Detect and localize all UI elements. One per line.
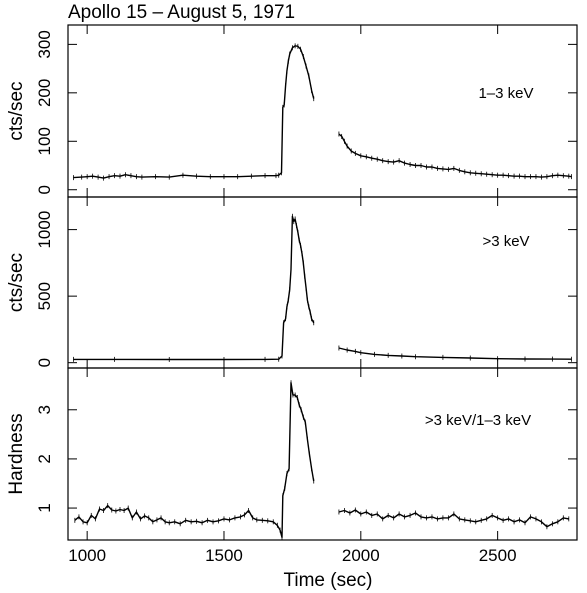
y-tick-label-ratio-3: 3: [35, 405, 54, 414]
y-tick-label-soft-200: 200: [35, 79, 54, 107]
y-tick-label-ratio-1: 1: [35, 503, 54, 512]
y-tick-label-soft-300: 300: [35, 30, 54, 58]
series-hard-pre-gap: [73, 215, 315, 361]
series-soft-pre-gap: [73, 45, 315, 179]
series-ratio-pre-gap: [74, 382, 315, 539]
panel-ratio: 1 2 3 1000 1500 2000 2500 Hardness >3 keV/1–3 ke…: [6, 367, 578, 565]
panel-frame-soft: [67, 24, 578, 198]
x-tick-label-1500: 1500: [205, 546, 243, 565]
panel-soft: 0 100 200 300 cts/sec 1–3 keV: [6, 24, 578, 198]
x-tick-label-2500: 2500: [479, 546, 517, 565]
chart-title: Apollo 15 – August 5, 1971: [68, 2, 295, 23]
y-axis-title-hard: cts/sec: [6, 253, 27, 312]
series-hard-post-gap: [338, 347, 572, 360]
y-tick-label-soft-0: 0: [35, 185, 54, 194]
y-tick-label-ratio-2: 2: [35, 454, 54, 463]
y-tick-label-soft-100: 100: [35, 127, 54, 155]
y-tick-label-hard-1000: 1000: [35, 211, 54, 249]
panel-frame-ratio: [67, 367, 578, 541]
x-tick-label-1000: 1000: [68, 546, 106, 565]
x-axis-title: Time (sec): [283, 570, 372, 591]
y-tick-label-hard-500: 500: [35, 282, 54, 310]
panel-annotation-hard: >3 keV: [482, 233, 529, 250]
y-tick-label-hard-0: 0: [35, 358, 54, 367]
panels: 0 100 200 300 cts/sec 1–3 keV 0 500 1000 cts/sec >…: [6, 24, 578, 565]
y-axis-title-soft: cts/sec: [6, 81, 27, 140]
panel-hard: 0 500 1000 cts/sec >3 keV: [6, 196, 578, 369]
series-soft-post-gap: [338, 133, 572, 178]
panel-annotation-ratio: >3 keV/1–3 keV: [425, 412, 531, 429]
panel-annotation-soft: 1–3 keV: [478, 85, 533, 102]
y-axis-title-ratio: Hardness: [6, 413, 27, 494]
x-tick-label-2000: 2000: [342, 546, 380, 565]
panel-frame-hard: [67, 196, 578, 369]
